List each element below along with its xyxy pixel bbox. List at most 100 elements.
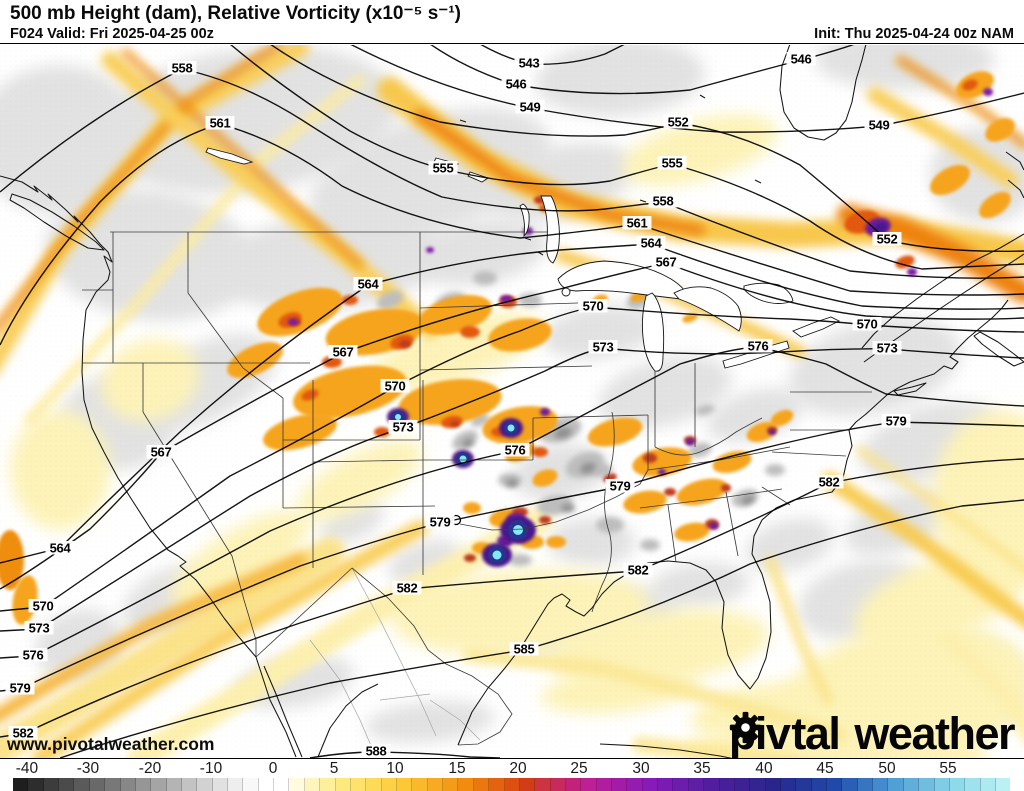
colorbar-cells: [13, 778, 1011, 791]
colorbar-tick: 10: [386, 760, 404, 777]
colorbar-cell: [289, 778, 305, 791]
svg-text:552: 552: [877, 232, 898, 247]
svg-text:561: 561: [210, 116, 231, 131]
svg-text:579: 579: [610, 479, 631, 494]
colorbar-tick: 50: [878, 760, 896, 777]
svg-text:582: 582: [819, 475, 840, 490]
colorbar-tick: 25: [570, 760, 588, 777]
svg-text:546: 546: [506, 77, 527, 92]
colorbar-cell: [980, 778, 996, 791]
svg-text:570: 570: [583, 299, 604, 314]
header: 500 mb Height (dam), Relative Vorticity …: [0, 0, 1024, 44]
svg-text:549: 549: [520, 100, 541, 115]
colorbar-cell: [381, 778, 397, 791]
colorbar-cell: [765, 778, 781, 791]
colorbar-cell: [489, 778, 505, 791]
colorbar-cell: [719, 778, 735, 791]
svg-text:579: 579: [430, 515, 451, 530]
colorbar-cell: [427, 778, 444, 791]
colorbar-cell: [612, 778, 628, 791]
colorbar-tick: 5: [329, 760, 339, 777]
colorbar-cell: [965, 778, 981, 791]
colorbar-cell: [320, 778, 336, 791]
colorbar-cell: [228, 778, 244, 791]
colorbar-cell: [166, 778, 182, 791]
watermark-url: www.pivotalweather.com: [7, 734, 215, 754]
colorbar-cell: [919, 778, 935, 791]
svg-text:570: 570: [385, 379, 406, 394]
colorbar-tick: -20: [138, 760, 162, 777]
svg-text:588: 588: [366, 744, 387, 758]
colorbar-cell: [335, 778, 351, 791]
colorbar-cell: [811, 778, 828, 791]
colorbar-cell: [581, 778, 597, 791]
colorbar-cell: [704, 778, 720, 791]
colorbar-cell: [151, 778, 167, 791]
svg-text:558: 558: [172, 61, 193, 76]
map-canvas: 543 546 546 549 549 552 552 555 555 558 558 561 561 5…: [0, 45, 1024, 758]
colorbar-cell: [504, 778, 520, 791]
forecast-valid-label: F024 Valid: Fri 2025-04-25 00z: [10, 26, 214, 42]
colorbar-cell: [934, 778, 950, 791]
colorbar-cell: [596, 778, 613, 791]
colorbar-cell: [412, 778, 428, 791]
svg-text:567: 567: [151, 445, 172, 460]
colorbar-cell: [949, 778, 966, 791]
colorbar-cell: [550, 778, 566, 791]
colorbar-tick: 20: [509, 760, 527, 777]
colorbar-cell: [827, 778, 843, 791]
colorbar-cell: [181, 778, 198, 791]
colorbar-cell: [350, 778, 367, 791]
colorbar-cell: [258, 778, 275, 791]
svg-text:579: 579: [886, 414, 907, 429]
colorbar-cell: [13, 778, 29, 791]
logo-text-tal: tal: [791, 708, 841, 759]
colorbar-cell: [59, 778, 75, 791]
map-title: 500 mb Height (dam), Relative Vorticity …: [10, 3, 461, 24]
svg-text:552: 552: [668, 115, 689, 130]
colorbar-cell: [873, 778, 889, 791]
colorbar-cell: [673, 778, 689, 791]
colorbar-tick: 30: [632, 760, 650, 777]
svg-text:585: 585: [514, 642, 535, 657]
svg-text:543: 543: [519, 56, 540, 71]
colorbar-cell: [366, 778, 382, 791]
svg-text:582: 582: [397, 581, 418, 596]
colorbar-cell: [627, 778, 643, 791]
colorbar-tick: -30: [76, 760, 100, 777]
svg-text:564: 564: [358, 277, 380, 292]
svg-text:579: 579: [10, 681, 31, 696]
svg-text:576: 576: [505, 443, 526, 458]
svg-text:573: 573: [29, 621, 50, 636]
colorbar-cell: [658, 778, 674, 791]
colorbar-cell: [28, 778, 44, 791]
svg-text:576: 576: [23, 648, 44, 663]
colorbar-cell: [750, 778, 766, 791]
svg-text:582: 582: [628, 563, 649, 578]
svg-text:564: 564: [50, 541, 72, 556]
colorbar-cell: [74, 778, 90, 791]
svg-text:576: 576: [748, 339, 769, 354]
colorbar-tick: 0: [268, 760, 278, 777]
colorbar-cell: [796, 778, 812, 791]
colorbar-cell: [120, 778, 136, 791]
svg-text:570: 570: [33, 599, 54, 614]
colorbar-tick: 15: [448, 760, 466, 777]
svg-text:582: 582: [13, 726, 34, 741]
colorbar-cell: [519, 778, 536, 791]
colorbar-cell: [243, 778, 259, 791]
colorbar-cell: [304, 778, 321, 791]
colorbar: -40 -30 -20 -10 0 5 10 15 20 25 30 35 40 45 50 55: [0, 758, 1024, 791]
svg-text:555: 555: [433, 161, 454, 176]
logo-text-weather: weather: [854, 708, 1015, 759]
svg-text:558: 558: [653, 194, 674, 209]
colorbar-cell: [197, 778, 213, 791]
svg-text:567: 567: [656, 255, 677, 270]
colorbar-cell: [473, 778, 490, 791]
colorbar-tick: -40: [15, 760, 39, 777]
colorbar-cell: [780, 778, 797, 791]
colorbar-tick: 35: [693, 760, 711, 777]
svg-text:573: 573: [393, 420, 414, 435]
svg-text:564: 564: [641, 236, 663, 251]
